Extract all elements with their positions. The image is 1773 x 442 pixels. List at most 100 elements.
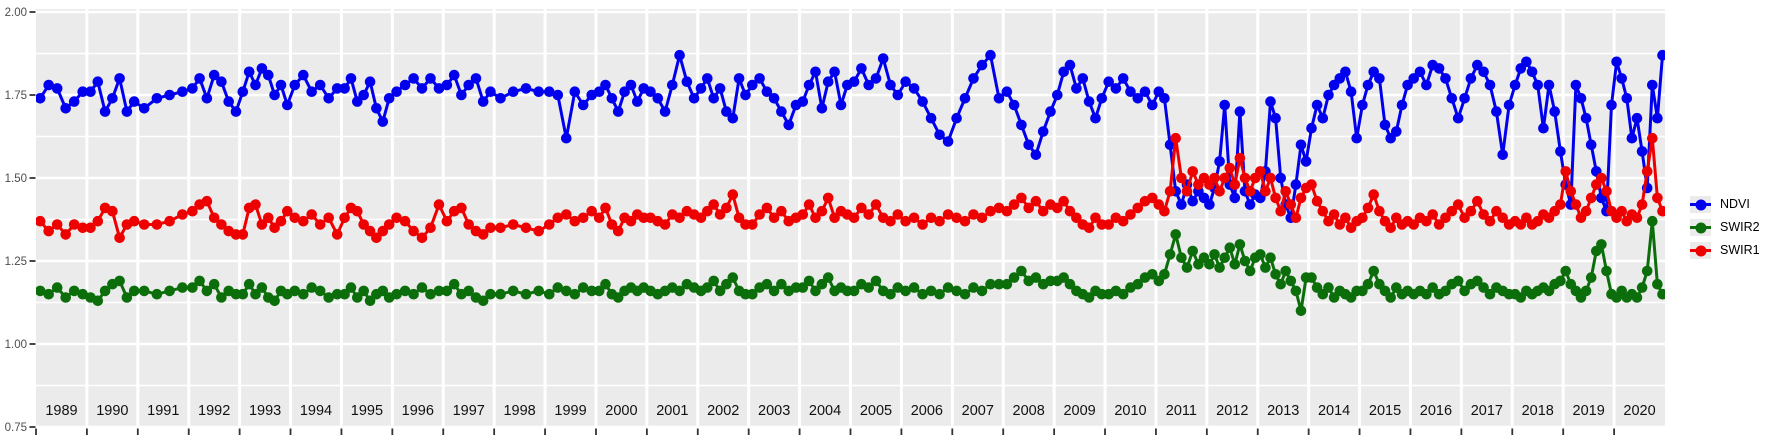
data-point — [942, 282, 954, 293]
year-label: 2001 — [656, 403, 688, 419]
data-point — [708, 93, 719, 104]
y-axis: 2.00 1.75 1.50 1.25 1.00 0.75 — [5, 7, 36, 434]
data-point — [1001, 86, 1013, 97]
data-point — [1596, 172, 1607, 184]
data-point — [263, 212, 274, 224]
data-point — [1345, 86, 1357, 97]
data-point — [577, 282, 589, 293]
data-point — [425, 73, 436, 84]
data-point — [289, 79, 301, 91]
data-point — [507, 219, 519, 230]
data-point — [1616, 205, 1627, 217]
x-axis — [35, 428, 1615, 435]
data-point — [1132, 93, 1144, 104]
data-point — [810, 66, 821, 78]
data-point — [1071, 83, 1082, 94]
data-point — [829, 212, 840, 224]
data-point — [976, 285, 988, 297]
data-point — [1147, 192, 1158, 204]
legend-key-ndvi — [1690, 196, 1711, 213]
data-point — [1159, 205, 1170, 217]
data-point — [552, 212, 564, 224]
data-point — [1340, 66, 1351, 78]
data-point — [544, 219, 555, 230]
data-point — [733, 73, 745, 84]
data-point — [1110, 83, 1122, 94]
data-point — [593, 285, 605, 297]
year-label: 2020 — [1623, 403, 1655, 419]
data-point — [1234, 239, 1246, 250]
data-point — [652, 93, 664, 104]
data-point — [477, 96, 489, 107]
data-point — [1601, 186, 1612, 197]
data-point — [216, 292, 227, 303]
data-point — [282, 205, 293, 217]
data-point — [289, 212, 301, 224]
data-point — [1328, 209, 1340, 220]
data-point — [1219, 99, 1230, 111]
data-point — [377, 225, 389, 237]
data-point — [331, 288, 343, 300]
data-point — [569, 215, 581, 227]
data-point — [43, 288, 54, 300]
data-point — [208, 212, 220, 224]
data-point — [128, 96, 140, 107]
data-point — [92, 76, 104, 87]
data-point — [1621, 93, 1633, 104]
legend: NDVI SWIR2 SWIR1 — [1690, 196, 1760, 259]
data-point — [863, 282, 874, 293]
data-point — [754, 209, 765, 220]
data-point — [1478, 66, 1489, 78]
data-point — [625, 215, 637, 227]
data-point — [1323, 282, 1334, 293]
legend-label-swir1: SWIR1 — [1720, 243, 1760, 257]
data-point — [1285, 275, 1297, 287]
data-point — [1083, 292, 1095, 303]
data-point — [275, 215, 287, 227]
data-point — [1465, 205, 1477, 217]
data-point — [1368, 265, 1379, 277]
data-point — [85, 222, 96, 234]
year-label: 2015 — [1369, 403, 1401, 419]
data-point — [107, 93, 118, 104]
data-point — [164, 285, 175, 297]
data-point — [1580, 285, 1592, 297]
data-point — [1295, 192, 1307, 204]
year-label: 2016 — [1420, 403, 1452, 419]
data-point — [138, 103, 150, 114]
data-point — [99, 106, 111, 117]
data-point — [1538, 122, 1549, 134]
year-label: 2006 — [911, 403, 943, 419]
y-tick-label: 1.50 — [5, 173, 27, 185]
data-point — [250, 199, 261, 210]
data-point — [1096, 93, 1108, 104]
data-point — [391, 212, 402, 224]
data-point — [702, 205, 713, 217]
data-point — [425, 288, 436, 300]
data-point — [544, 86, 555, 97]
data-point — [1362, 202, 1374, 214]
data-point — [298, 69, 309, 81]
data-point — [870, 275, 882, 287]
legend-item-swir1: SWIR1 — [1690, 242, 1760, 259]
data-point — [323, 93, 335, 104]
data-point — [1260, 262, 1271, 273]
data-point — [371, 232, 382, 244]
data-point — [797, 96, 809, 107]
data-point — [1626, 132, 1638, 144]
legend-item-ndvi: NDVI — [1690, 196, 1760, 213]
series-ndvi — [36, 49, 1665, 224]
data-point — [1440, 212, 1451, 224]
year-label: 2008 — [1013, 403, 1045, 419]
data-point — [151, 288, 163, 300]
data-point — [1045, 106, 1056, 117]
data-point — [289, 285, 301, 297]
year-label: 2018 — [1522, 403, 1554, 419]
data-point — [275, 79, 287, 91]
data-point — [917, 288, 928, 300]
legend-label-ndvi: NDVI — [1720, 197, 1750, 211]
data-point — [1478, 209, 1489, 220]
y-tick-label: 1.00 — [5, 339, 27, 351]
data-point — [870, 73, 882, 84]
